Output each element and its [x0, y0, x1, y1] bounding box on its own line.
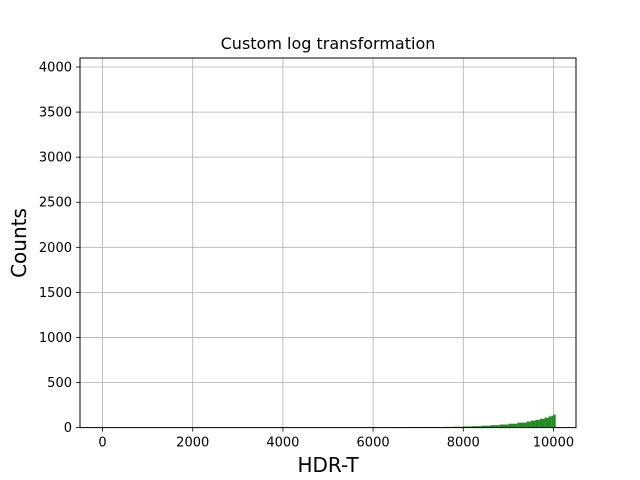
histogram-bar: [526, 421, 531, 428]
y-axis-ticks: 0 500 1000 1500 2000 2500 3000 3500 4000: [39, 61, 80, 436]
grid-lines: [80, 58, 576, 429]
histogram-bar: [544, 417, 549, 428]
x-axis-label: HDR-T: [297, 453, 359, 477]
histogram-bar: [463, 426, 473, 428]
y-axis-label: Counts: [7, 208, 31, 278]
x-tick-label: 4000: [266, 436, 299, 451]
x-tick-label: 6000: [357, 436, 390, 451]
x-tick-label: 8000: [447, 436, 480, 451]
y-tick-label: 1500: [39, 286, 72, 301]
y-tick-label: 2000: [39, 241, 72, 256]
histogram-bar: [499, 424, 509, 428]
histogram-bar: [553, 414, 556, 428]
y-tick-label: 4000: [39, 61, 72, 76]
histogram-bar: [548, 416, 552, 428]
histogram-bar: [535, 419, 540, 428]
y-tick-label: 1000: [39, 331, 72, 346]
histogram-bar: [508, 423, 518, 428]
histogram-bar: [490, 425, 500, 428]
histogram-bar: [517, 422, 527, 428]
x-tick-label: 0: [98, 436, 106, 451]
x-axis-ticks: 0 2000 4000 6000 8000 10000: [98, 427, 574, 451]
plot-area-frame: [79, 57, 577, 429]
histogram-bar: [530, 420, 536, 428]
y-tick-label: 500: [47, 376, 72, 391]
chart-title: Custom log transformation: [221, 34, 436, 53]
histogram-bar: [551, 415, 554, 428]
y-tick-label: 3500: [39, 106, 72, 121]
x-tick-label: 10000: [533, 436, 574, 451]
histogram-bars: [373, 414, 556, 428]
y-tick-label: 0: [64, 421, 72, 436]
y-tick-label: 3000: [39, 151, 72, 166]
y-tick-label: 2500: [39, 196, 72, 211]
x-tick-label: 2000: [176, 436, 209, 451]
histogram-bar: [472, 426, 482, 428]
histogram-bar: [539, 418, 545, 428]
histogram-bar: [481, 425, 491, 428]
